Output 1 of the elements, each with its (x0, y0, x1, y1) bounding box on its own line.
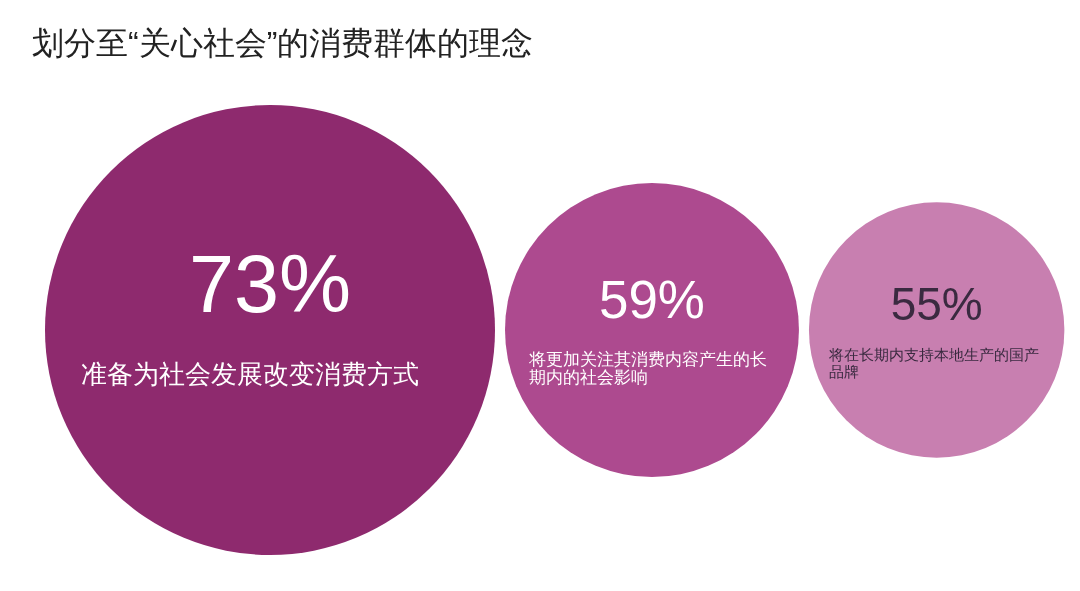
title: 划分至“关心社会”的消费群体的理念 (32, 25, 534, 61)
